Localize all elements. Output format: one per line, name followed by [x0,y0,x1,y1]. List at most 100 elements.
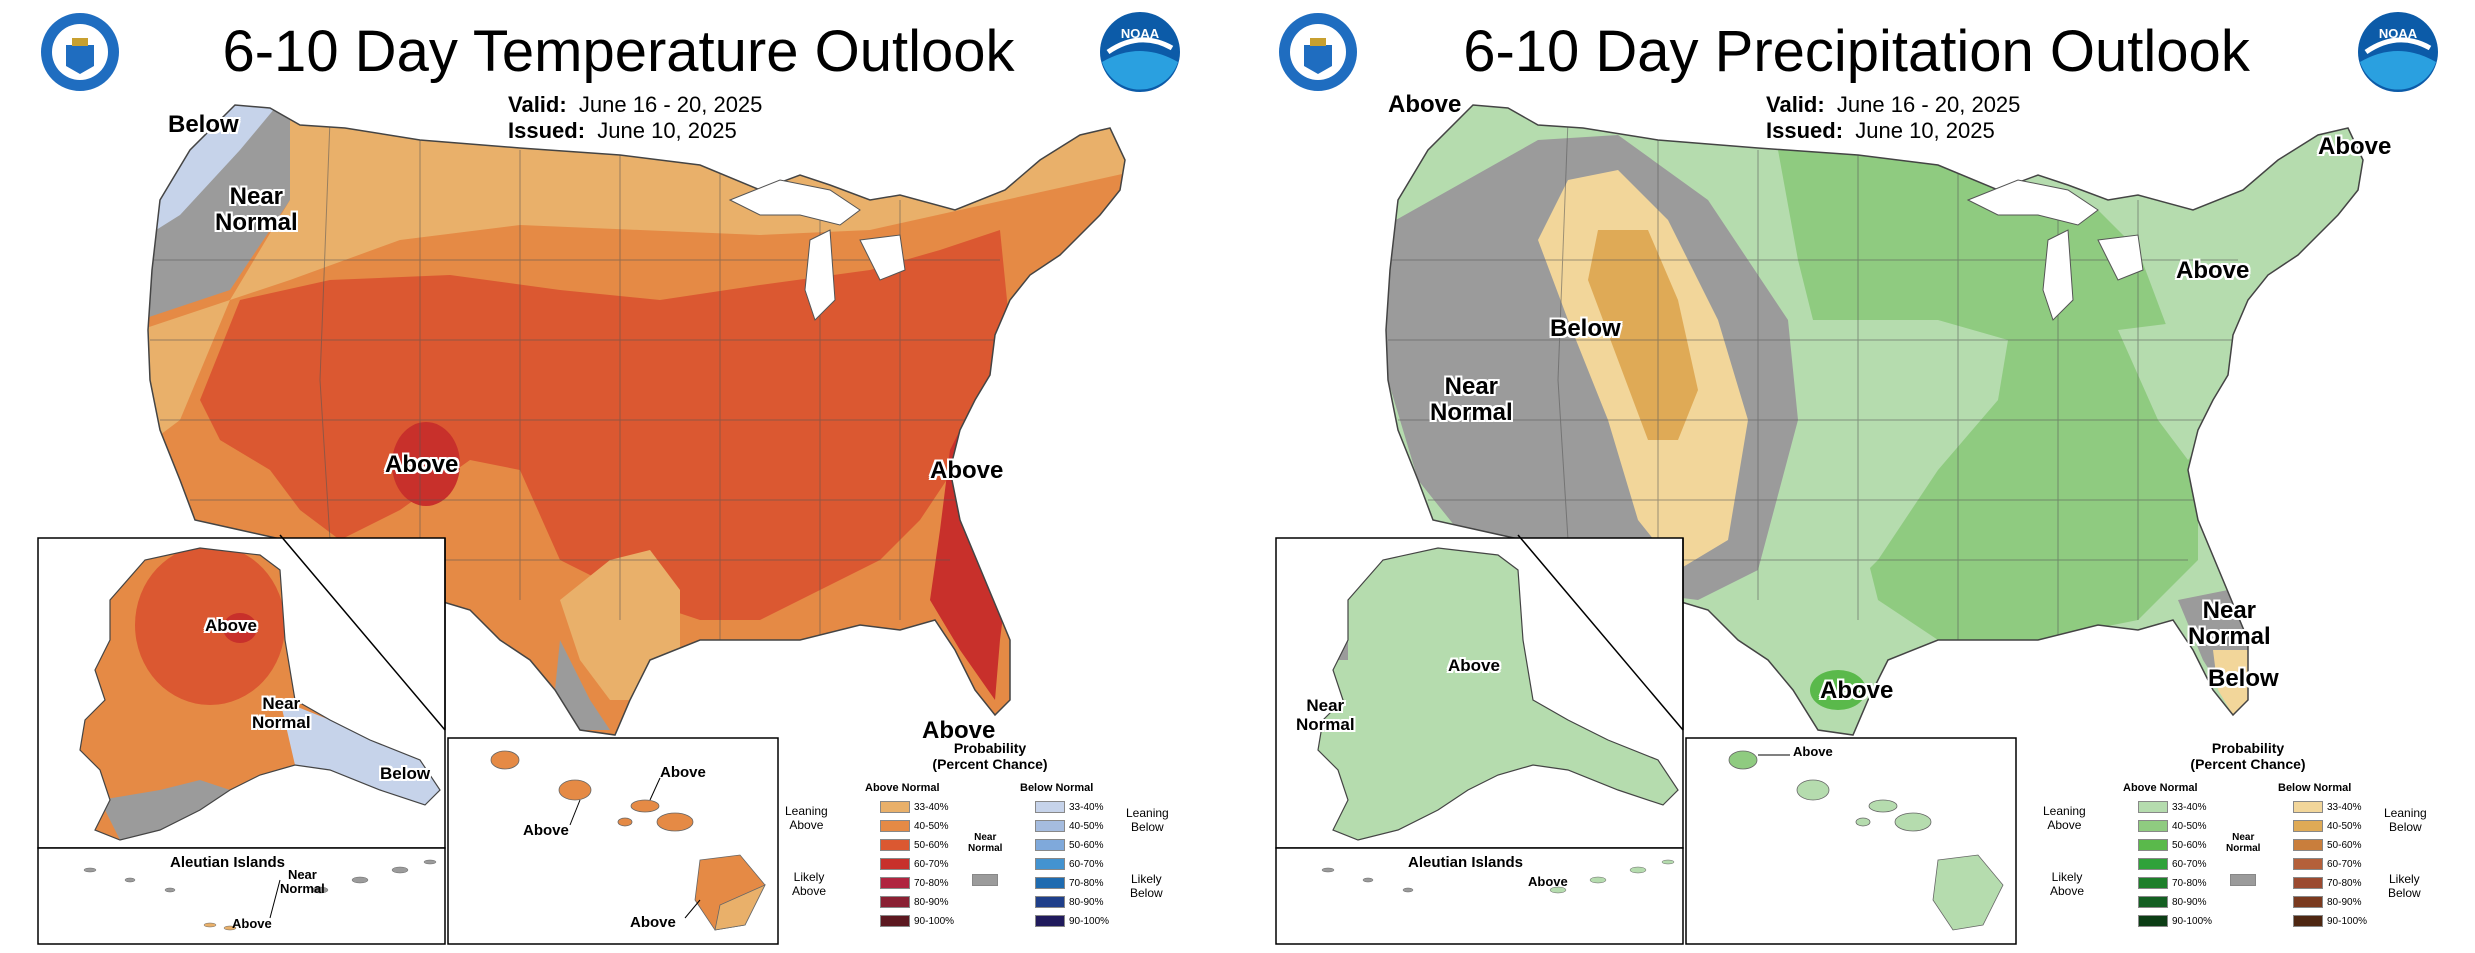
legend-above-swatch [2138,801,2168,813]
legend-above-pct-label: 90-100% [914,915,955,927]
map-label-above-northeast: Above [2318,133,2392,160]
precipitation-legend: Probability (Percent Chance) Above Normal… [2038,740,2468,945]
legend-above-pct-label: 33-40% [2172,801,2207,813]
legend-leaning-above: Leaning Above [785,804,828,832]
map-label-above-texas: Above [1820,677,1894,704]
map-label-below-west: Below [1550,315,1621,342]
legend-below-swatch [2293,896,2323,908]
legend-above-swatch [880,839,910,851]
legend-below-row-6: 90-100% [2293,914,2377,928]
aleutian-label-near-normal: Near Normal [280,867,325,896]
hawaii-label-above: Above [1793,744,1833,759]
legend-below-row-6: 90-100% [1035,914,1119,928]
legend-above-swatch [2138,820,2168,832]
legend-below-row-2: 50-60% [2293,838,2377,852]
legend-above-row-1: 40-50% [880,819,964,833]
legend-below-swatch [1035,896,1065,908]
legend-below-swatch [1035,877,1065,889]
legend-leaning-above: Leaning Above [2043,804,2086,832]
legend-below-row-2: 50-60% [1035,838,1119,852]
map-label-near-normal-nw: Near Normal [215,183,298,236]
legend-above-row-2: 50-60% [2138,838,2222,852]
legend-below-row-4: 70-80% [2293,876,2377,890]
svg-text:NOAA: NOAA [2379,26,2418,41]
temperature-map: NOAA [37,11,1180,945]
legend-below-pct-label: 70-80% [2327,877,2362,889]
legend-above-pct-label: 70-80% [914,877,949,889]
legend-above-row-3: 60-70% [2138,857,2222,871]
valid-label: Valid: [1766,92,1825,117]
valid-value: June 16 - 20, 2025 [1836,92,2021,117]
map-label-near-normal-west: Near Normal [1430,373,1513,426]
aleutian-label-above: Above [232,916,272,931]
legend-below-pct-label: 90-100% [1069,915,1110,927]
issued-value: June 10, 2025 [597,118,737,143]
valid-value: June 16 - 20, 2025 [578,92,763,117]
legend-below-swatch [1035,839,1065,851]
map-label-below-florida: Below [2208,665,2279,692]
hawaii-label-above-1: Above [660,764,706,781]
hawaii-label-above-3: Above [630,914,676,931]
legend-below-pct-label: 33-40% [2327,801,2362,813]
legend-below-row-0: 33-40% [2293,800,2377,814]
legend-above-pct-label: 90-100% [2172,915,2213,927]
legend-below-row-3: 60-70% [2293,857,2377,871]
map-label-above-northwest: Above [1388,91,1462,118]
legend-above-head: Above Normal [865,782,940,794]
legend-below-row-5: 80-90% [1035,895,1119,909]
legend-above-pct-label: 70-80% [2172,877,2207,889]
legend-above-row-0: 33-40% [2138,800,2222,814]
legend-above-swatch [2138,877,2168,889]
legend-below-swatch [2293,820,2323,832]
legend-below-pct-label: 50-60% [2327,839,2362,851]
legend-below-pct-label: 90-100% [2327,915,2368,927]
legend-leaning-below: Leaning Below [2384,806,2427,834]
legend-below-row-3: 60-70% [1035,857,1119,871]
legend-below-pct-label: 40-50% [1069,820,1104,832]
legend-above-pct-label: 40-50% [2172,820,2207,832]
aleutian-islands-title: Aleutian Islands [170,854,286,871]
legend-above-swatch [2138,839,2168,851]
legend-above-swatch [880,877,910,889]
legend-title: Probability (Percent Chance) [932,740,1048,772]
legend-below-row-5: 80-90% [2293,895,2377,909]
legend-above-pct-label: 50-60% [2172,839,2207,851]
legend-below-row-1: 40-50% [2293,819,2377,833]
hawaii-label-above-2: Above [523,822,569,839]
legend-above-head: Above Normal [2123,782,2198,794]
legend-below-swatch [2293,858,2323,870]
legend-below-swatch [2293,877,2323,889]
legend-near-normal-swatch [972,874,998,886]
legend-below-pct-label: 70-80% [1069,877,1104,889]
issued-label: Issued: [1766,118,1844,143]
legend-above-pct-label: 80-90% [2172,896,2207,908]
legend-above-row-5: 80-90% [880,895,964,909]
precipitation-valid-issued: Valid: June 16 - 20, 2025 Issued: June 1… [1766,92,2020,144]
legend-above-swatch [2138,896,2168,908]
legend-likely-below: Likely Below [1130,872,1163,900]
map-label-above-southeast: Above [930,457,1004,484]
legend-above-row-0: 33-40% [880,800,964,814]
map-label-above-southwest: Above [385,451,459,478]
alaska-label-above: Above [205,616,257,635]
temperature-valid-issued: Valid: June 16 - 20, 2025 Issued: June 1… [508,92,762,144]
commerce-seal-icon [39,11,121,93]
legend-likely-below: Likely Below [2388,872,2421,900]
noaa-logo-icon: NOAA [2358,12,2438,92]
legend-above-pct-label: 40-50% [914,820,949,832]
legend-above-pct-label: 33-40% [914,801,949,813]
legend-near-normal-swatch [2230,874,2256,886]
legend-above-swatch [880,896,910,908]
legend-near-normal-label: Near Normal [2226,832,2261,854]
legend-title: Probability (Percent Chance) [2190,740,2306,772]
legend-below-swatch [2293,915,2323,927]
legend-above-row-2: 50-60% [880,838,964,852]
legend-below-pct-label: 50-60% [1069,839,1104,851]
legend-above-swatch [880,915,910,927]
precipitation-title: 6-10 Day Precipitation Outlook [1463,19,2250,84]
legend-below-swatch [1035,915,1065,927]
map-label-below-nw: Below [168,111,239,138]
legend-below-pct-label: 33-40% [1069,801,1104,813]
aleutian-islands-title: Aleutian Islands [1408,854,1524,871]
aleutian-label-above: Above [1528,874,1568,889]
